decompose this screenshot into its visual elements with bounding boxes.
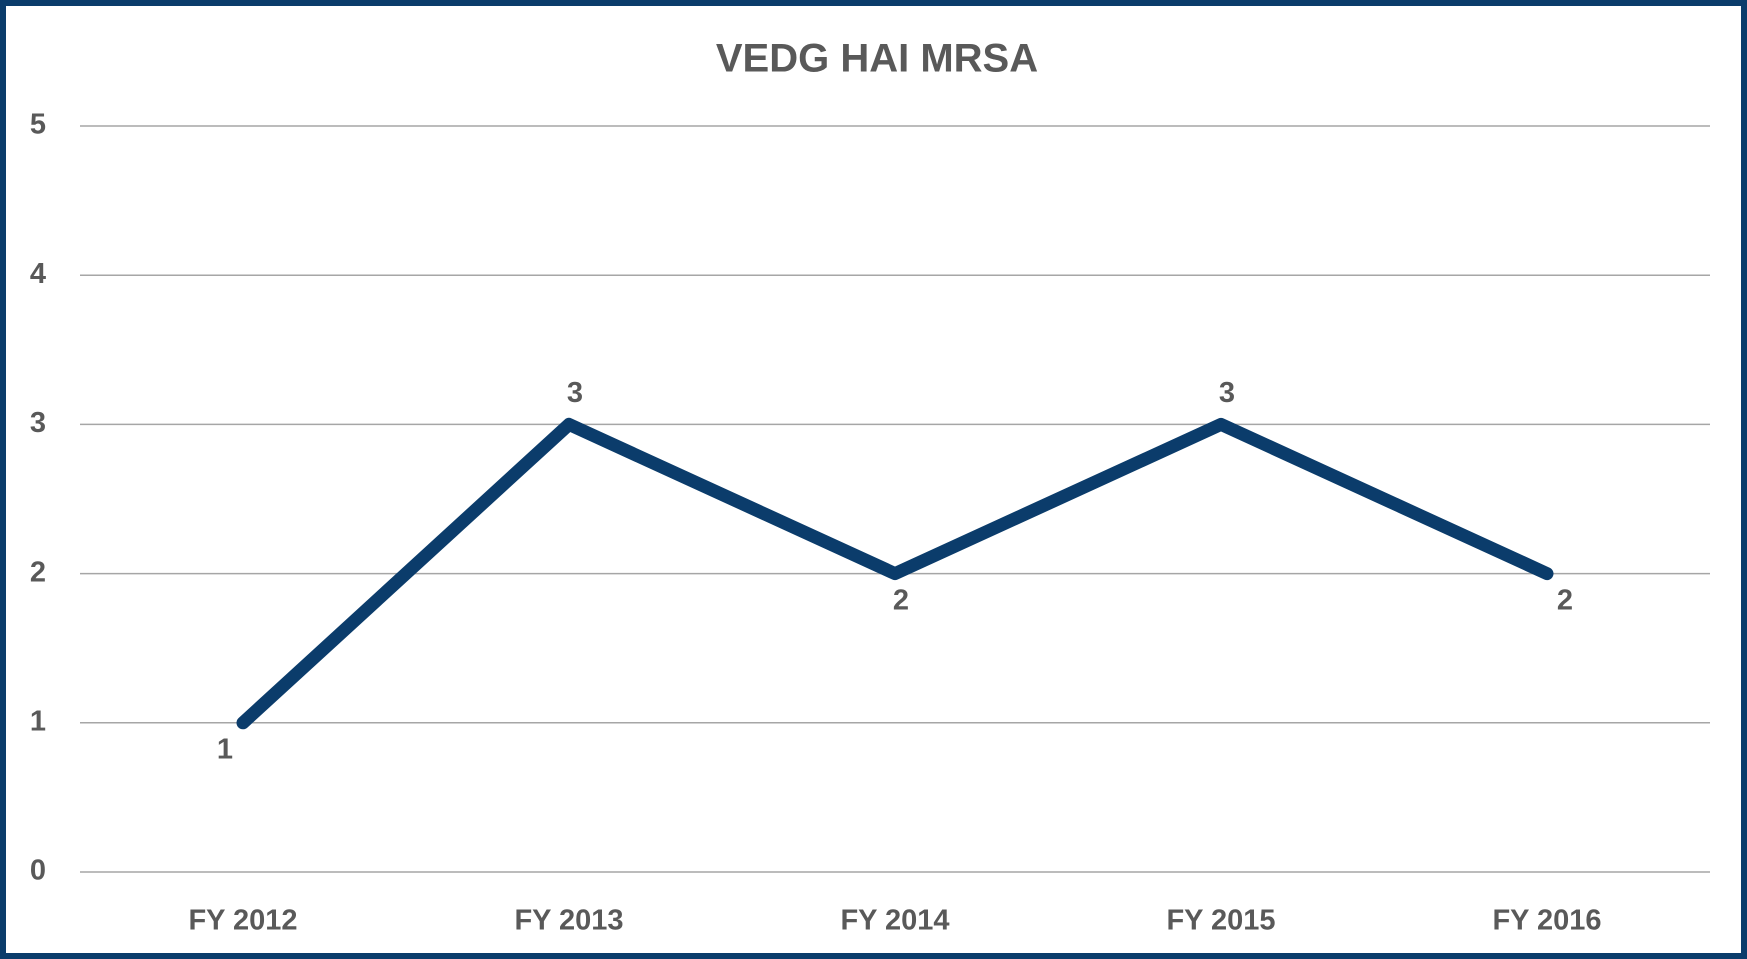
y-tick-label: 0	[30, 855, 46, 887]
chart-title: VEDG HAI MRSA	[716, 37, 1038, 81]
y-tick-label: 1	[30, 705, 46, 737]
line-series	[236, 417, 1554, 730]
y-tick-label: 2	[30, 556, 46, 588]
data-label: 1	[217, 733, 233, 765]
x-tick-label: FY 2014	[840, 905, 949, 937]
data-label: 3	[1219, 377, 1235, 409]
data-label: 3	[567, 377, 583, 409]
data-label: 2	[893, 584, 909, 616]
x-tick-label: FY 2016	[1492, 905, 1601, 937]
x-tick-label: FY 2012	[188, 905, 297, 937]
y-tick-label: 5	[30, 109, 46, 141]
data-label: 2	[1557, 584, 1573, 616]
x-tick-label: FY 2015	[1166, 905, 1275, 937]
x-tick-label: FY 2013	[514, 905, 623, 937]
y-tick-label: 3	[30, 407, 46, 439]
y-tick-label: 4	[30, 258, 46, 290]
